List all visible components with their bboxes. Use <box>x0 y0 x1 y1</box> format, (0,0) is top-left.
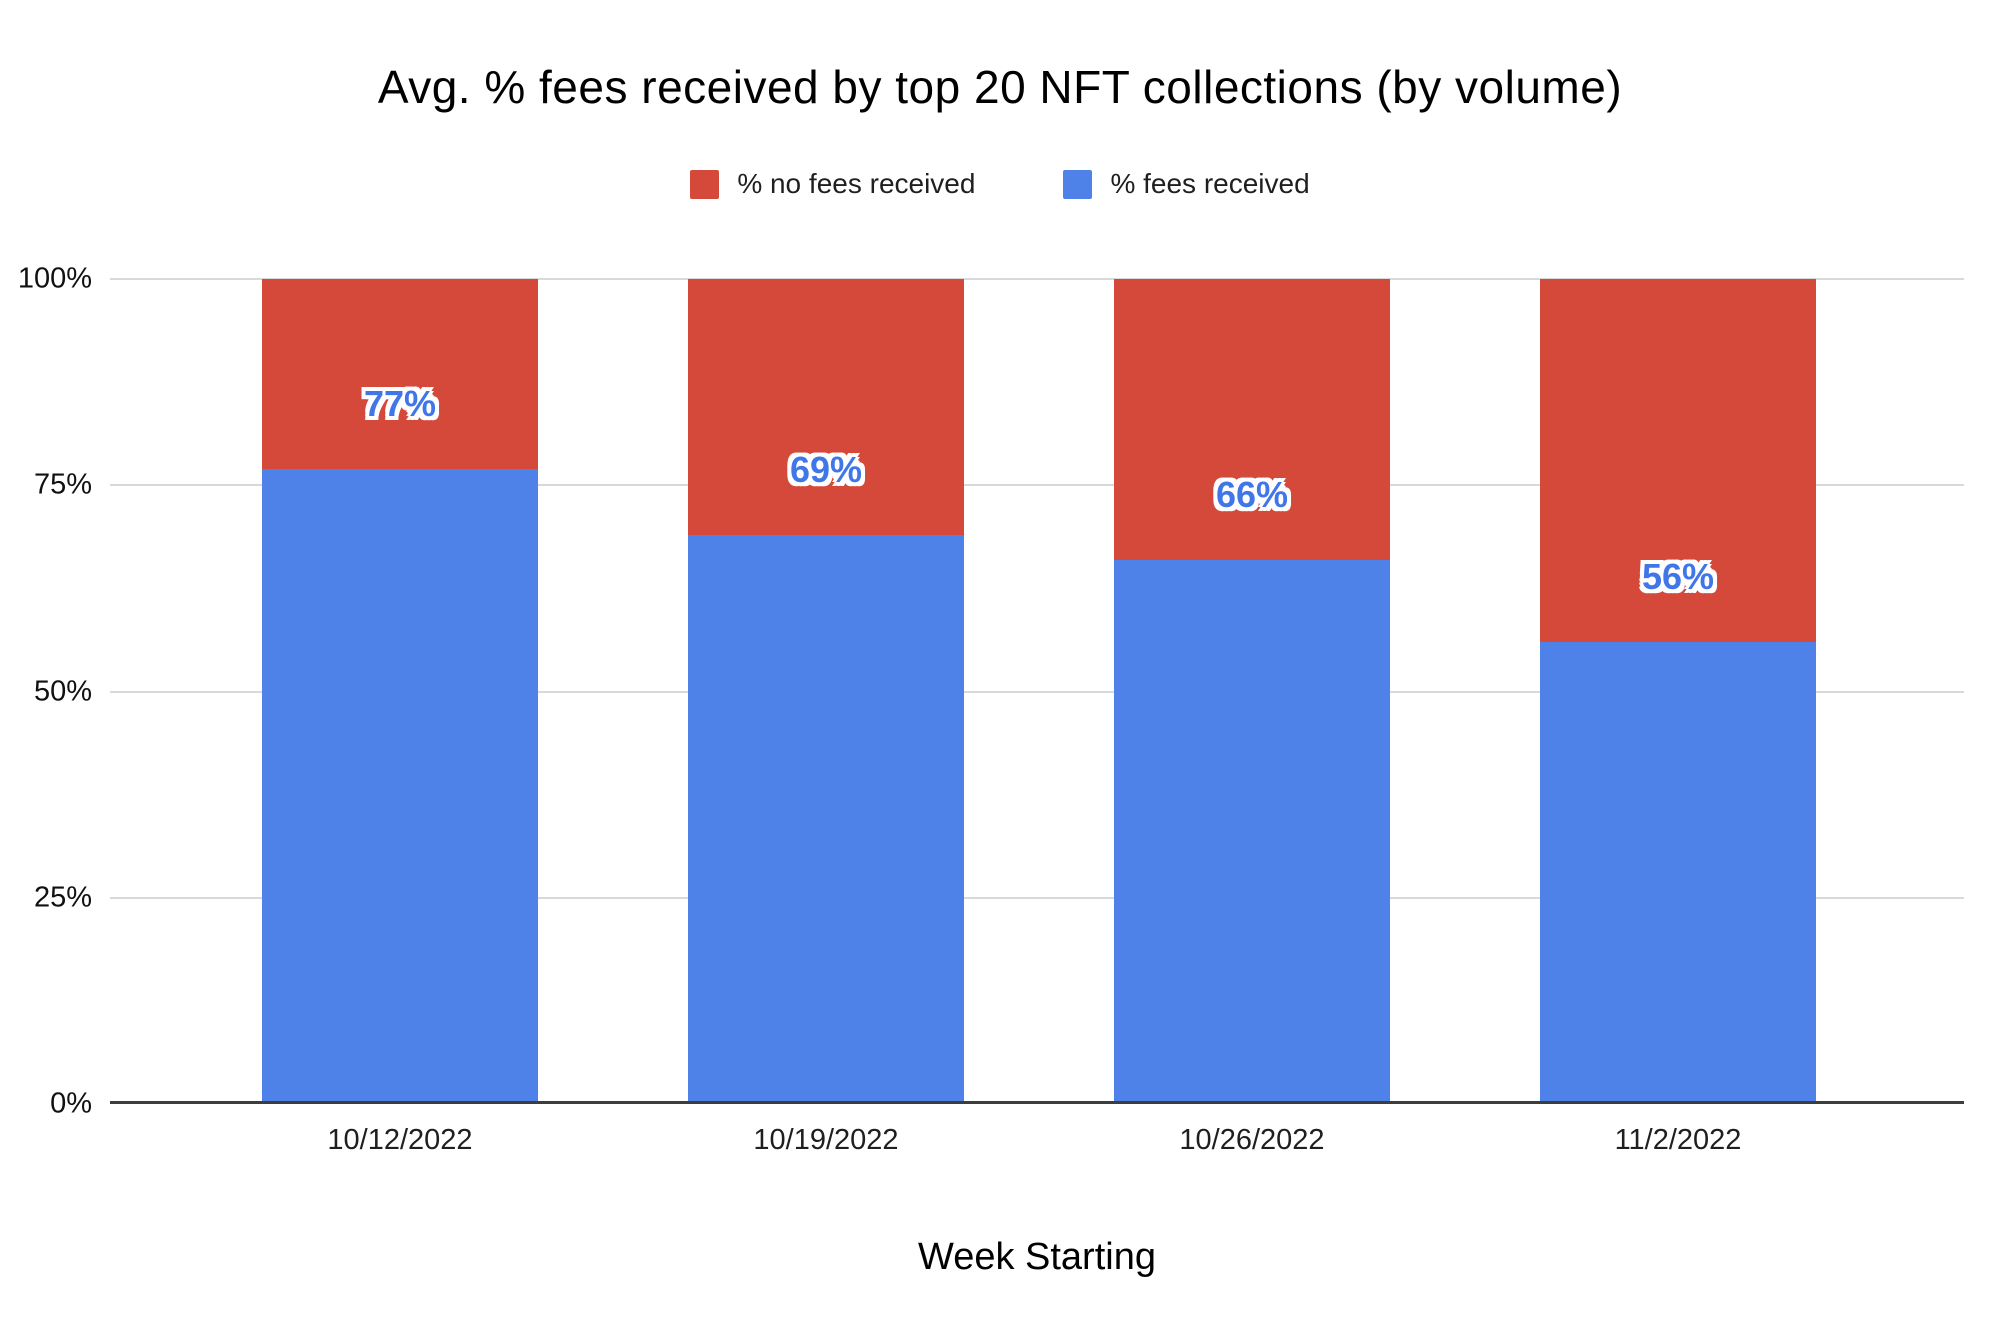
y-tick-label: 25% <box>33 881 92 914</box>
gridline <box>110 278 1964 280</box>
bar-segment-no-fees-received <box>1540 279 1816 642</box>
y-tick-label: 0% <box>50 1087 92 1120</box>
bar-value-label: 66% <box>1215 473 1289 515</box>
bar-value-label: 69% <box>789 448 863 490</box>
legend-label: % fees received <box>1110 168 1310 199</box>
chart-legend: % no fees received % fees received <box>0 168 2000 200</box>
plot-area: 77% 69% 66% 56% <box>110 278 1964 1104</box>
y-tick-label: 75% <box>33 468 92 501</box>
bar-segment-fees-received <box>1540 642 1816 1104</box>
bar-segment-fees-received <box>688 534 964 1104</box>
bar-value-label: 56% <box>1641 556 1715 597</box>
x-tick-label: 10/19/2022 <box>753 1124 899 1156</box>
bar-group: 69% <box>688 279 964 1104</box>
bar-group: 66% <box>1114 279 1390 1104</box>
legend-swatch-icon <box>690 169 720 199</box>
x-tick-label: 10/26/2022 <box>1179 1124 1325 1156</box>
bar-segment-no-fees-received <box>262 279 538 469</box>
bar-segment-no-fees-received <box>1114 279 1390 560</box>
y-tick-label: 50% <box>33 675 92 707</box>
bar-segment-fees-received <box>262 468 538 1104</box>
x-axis-line <box>110 1101 1964 1104</box>
legend-label: % no fees received <box>737 168 976 199</box>
legend-swatch-icon <box>1063 169 1093 199</box>
chart-title: Avg. % fees received by top 20 NFT colle… <box>377 61 1623 113</box>
legend-item: % fees received <box>1063 168 1310 200</box>
bar-group: 56% <box>1540 279 1816 1104</box>
y-tick-label: 100% <box>17 262 92 295</box>
x-tick-label: 11/2/2022 <box>1614 1124 1742 1156</box>
gridline <box>110 484 1964 486</box>
bar-segment-no-fees-received <box>688 279 964 535</box>
gridline <box>110 897 1964 899</box>
x-tick-label: 10/12/2022 <box>327 1124 473 1156</box>
x-axis-title: Week Starting <box>918 1236 1156 1278</box>
legend-item: % no fees received <box>690 168 975 200</box>
bar-value-label: 77% <box>363 382 437 424</box>
gridline <box>110 691 1964 693</box>
bar-group: 77% <box>262 279 538 1104</box>
bar-segment-fees-received <box>1114 559 1390 1104</box>
